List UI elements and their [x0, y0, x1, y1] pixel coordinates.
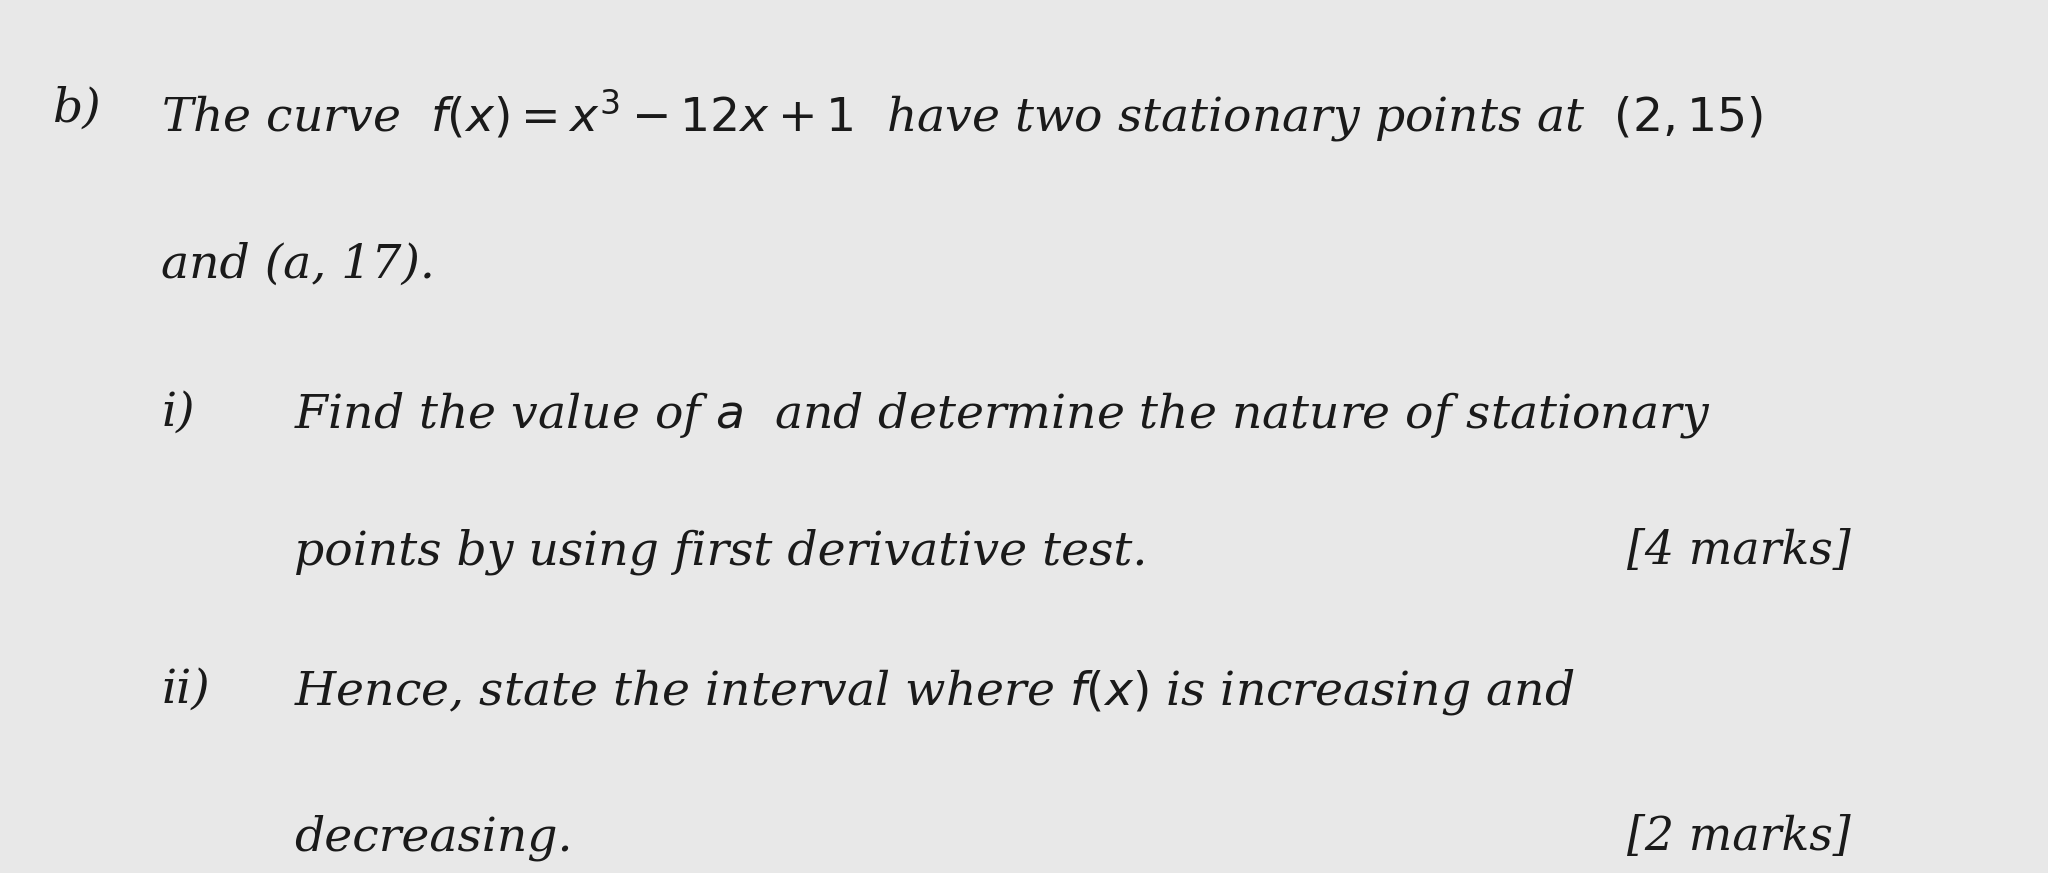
Text: Find the value of $a$  and determine the nature of stationary: Find the value of $a$ and determine the … [295, 390, 1710, 440]
Text: [2 marks]: [2 marks] [1628, 815, 1851, 860]
Text: The curve  $f(x)=x^3-12x+1$  have two stationary points at  $(2,15)$: The curve $f(x)=x^3-12x+1$ have two stat… [162, 86, 1763, 144]
Text: b): b) [53, 86, 102, 132]
Text: decreasing.: decreasing. [295, 815, 573, 862]
Text: Hence, state the interval where $f(x)$ is increasing and: Hence, state the interval where $f(x)$ i… [295, 668, 1575, 718]
Text: i): i) [162, 390, 195, 436]
Text: and (a, 17).: and (a, 17). [162, 243, 436, 288]
Text: [4 marks]: [4 marks] [1628, 529, 1851, 574]
Text: points by using first derivative test.: points by using first derivative test. [295, 529, 1147, 575]
Text: ii): ii) [162, 668, 211, 712]
